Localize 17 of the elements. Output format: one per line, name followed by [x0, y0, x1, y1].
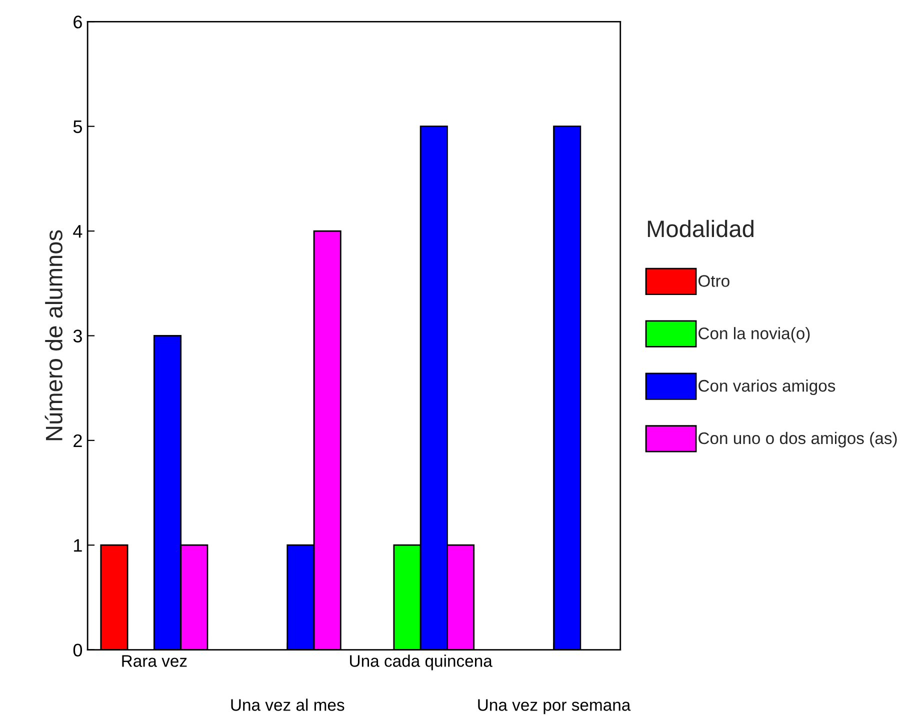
y-tick-label: 5: [73, 120, 82, 134]
y-tick-label: 6: [74, 16, 82, 28]
x-tick-label: Una vez por semana: [478, 699, 631, 714]
x-tick-label: Una vez al mes: [231, 698, 344, 711]
legend-title: Modalidad: [648, 220, 754, 238]
x-tick-label: Una cada quincena: [350, 654, 492, 670]
y-tick-label: 4: [73, 225, 82, 238]
x-tick-label: Rara vez: [122, 655, 187, 667]
y-axis-title: Número de alumnos: [44, 230, 62, 440]
legend-label: Con la novia(o): [698, 327, 810, 343]
y-tick-label: 3: [73, 330, 82, 342]
legend-label: Con varios amigos: [698, 379, 836, 396]
legend-label: Con uno o dos amigos (as): [698, 432, 897, 448]
y-tick-label: 0: [73, 644, 82, 657]
legend-label: Otro: [698, 275, 730, 287]
y-tick-label: 1: [74, 539, 82, 552]
y-tick-label: 2: [74, 434, 82, 447]
